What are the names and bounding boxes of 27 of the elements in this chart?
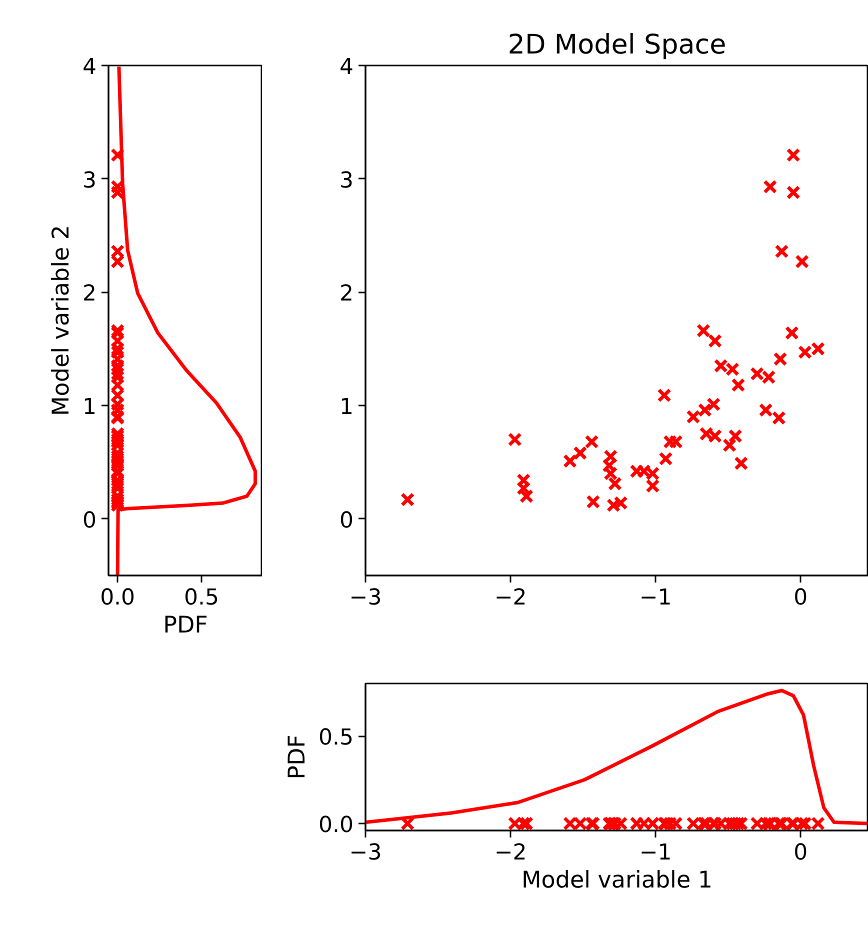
y-tick-label: 3 [82, 168, 97, 194]
x-tick-label: −2 [494, 586, 527, 610]
x-tick-label: −1 [639, 840, 672, 866]
x-tick-label: −3 [349, 840, 382, 866]
y-tick-label: 0 [82, 508, 97, 534]
y-tick-label: 0.0 [318, 813, 354, 838]
y-tick-label: 1 [82, 395, 97, 420]
y-tick-label: 1 [340, 395, 354, 420]
y-axis-title: Model variable 2 [48, 224, 75, 416]
x-tick-label: 0.0 [100, 586, 136, 610]
x-tick-label: −2 [494, 840, 527, 866]
x-tick-label: 0 [794, 840, 808, 866]
x-tick-label: 0 [794, 586, 808, 610]
y-tick-label: 2 [340, 282, 354, 307]
y-tick-label: 4 [82, 55, 97, 80]
y-tick-label: 4 [340, 55, 354, 80]
y-tick-label: 2 [82, 282, 97, 307]
x-tick-label: −1 [639, 586, 672, 610]
y-tick-label: 0.5 [318, 726, 354, 750]
x-axis-title: PDF [163, 612, 208, 638]
chart-title: 2D Model Space [508, 30, 726, 60]
x-tick-label: 0.5 [184, 586, 220, 610]
y-tick-label: 0 [340, 508, 354, 534]
y-axis-title: PDF [284, 734, 311, 780]
x-tick-label: −3 [349, 586, 382, 610]
y-tick-label: 3 [340, 168, 354, 194]
x-axis-title: Model variable 1 [521, 868, 713, 894]
